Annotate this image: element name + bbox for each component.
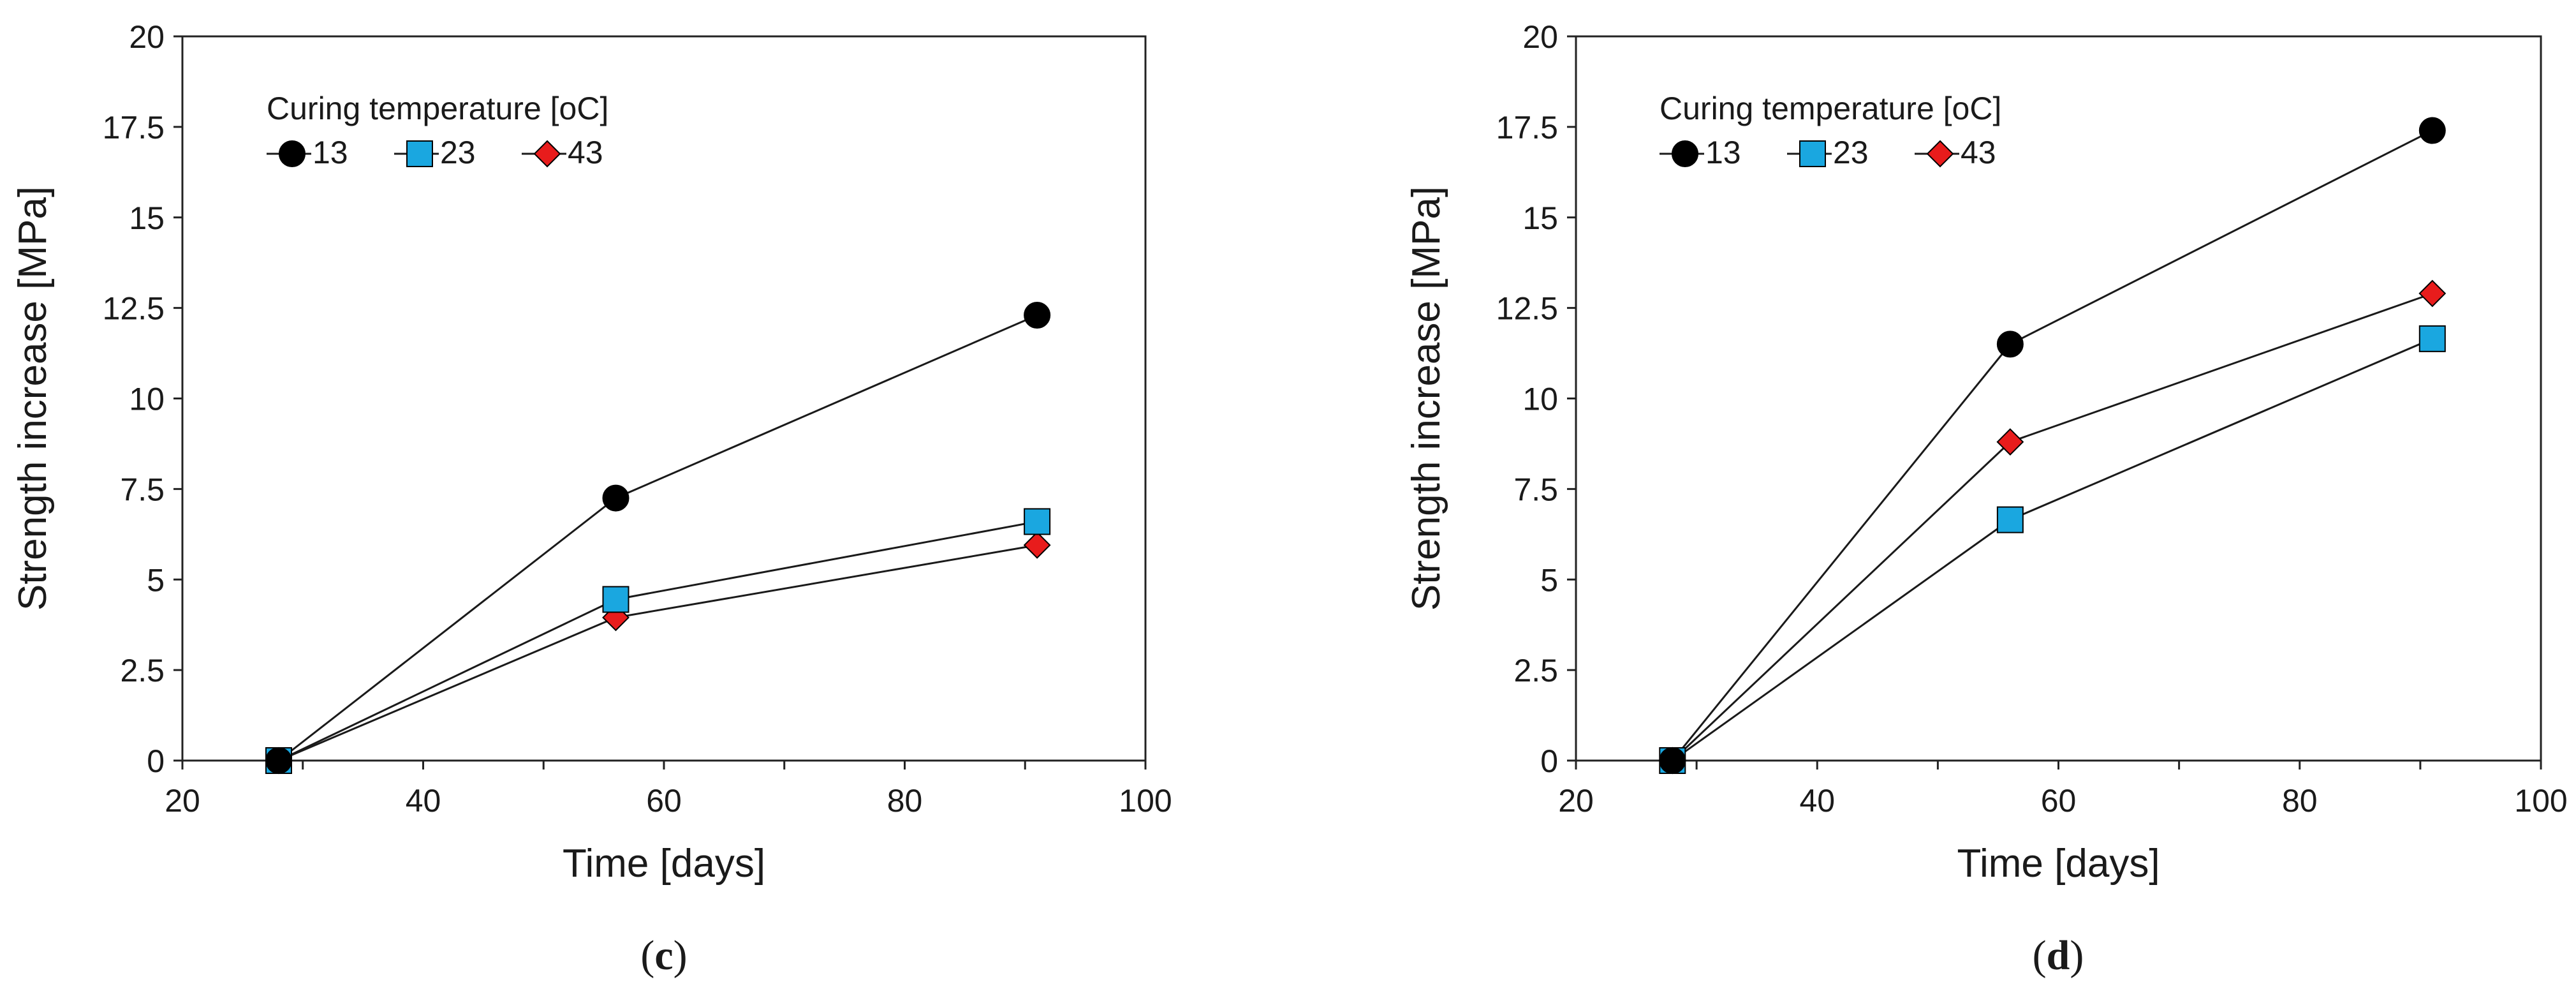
y-tick-label: 10 xyxy=(1522,382,1558,417)
y-tick-label: 7.5 xyxy=(1513,472,1558,507)
chart-panel-d: 0 2.5 5 7.5 10 12.5 15 17.5 20 20 40 60 80 100 Time [d… xyxy=(1404,19,2568,979)
panel-caption: (c) xyxy=(640,932,687,979)
legend-entry-23: 23 xyxy=(440,135,476,170)
caption-open: ( xyxy=(2033,932,2047,979)
legend-entry-43: 43 xyxy=(1961,135,1996,170)
x-axis-title: Time [days] xyxy=(563,842,765,886)
legend-marker-23 xyxy=(406,140,433,167)
legend-entry-43: 43 xyxy=(568,135,603,170)
caption-close: ) xyxy=(673,932,688,979)
data-point-13 xyxy=(2418,117,2446,144)
caption-letter: d xyxy=(2047,932,2070,979)
series-line-13 xyxy=(1672,130,2433,761)
legend: Curing temperature [oC] 13 23 43 xyxy=(1660,91,2001,170)
data-point-23 xyxy=(602,586,629,613)
y-axis-title: Strength increase [MPa] xyxy=(1404,186,1448,611)
x-tick-label: 60 xyxy=(2041,783,2077,819)
data-point-13 xyxy=(265,747,292,774)
data-point-43 xyxy=(1023,531,1051,559)
data-point-43 xyxy=(1996,428,2024,456)
y-tick-label: 15 xyxy=(1522,200,1558,236)
data-point-13 xyxy=(1024,301,1051,329)
y-tick-label: 12.5 xyxy=(103,291,165,327)
legend-marker-13 xyxy=(279,140,305,167)
y-tick-label: 5 xyxy=(1540,562,1558,598)
series-line-23 xyxy=(1672,338,2433,762)
y-tick-label: 2.5 xyxy=(1513,653,1558,688)
x-tick-label: 80 xyxy=(887,783,923,819)
x-tick-label: 60 xyxy=(646,783,682,819)
y-tick-label: 5 xyxy=(147,562,165,598)
series-line-23 xyxy=(278,520,1038,762)
data-point-13 xyxy=(1659,747,1686,774)
data-point-43 xyxy=(2418,279,2447,308)
caption-open: ( xyxy=(640,932,654,979)
data-point-13 xyxy=(1996,331,2024,358)
legend-marker-43 xyxy=(1926,140,1954,168)
caption-letter: c xyxy=(654,932,673,979)
legend: Curing temperature [oC] 13 23 43 xyxy=(267,91,608,170)
y-tick-label: 17.5 xyxy=(1496,110,1558,145)
legend-entry-23: 23 xyxy=(1833,135,1869,170)
y-tick-label: 0 xyxy=(1540,743,1558,779)
data-point-23 xyxy=(1024,508,1051,535)
legend-entry-13: 13 xyxy=(313,135,348,170)
y-tick-label: 10 xyxy=(129,382,165,417)
y-tick-label: 20 xyxy=(1522,19,1558,55)
y-tick-label: 15 xyxy=(129,200,165,236)
y-tick-label: 17.5 xyxy=(103,110,165,145)
x-tick-label: 100 xyxy=(2514,783,2567,819)
caption-close: ) xyxy=(2070,932,2084,979)
legend-marker-23 xyxy=(1799,140,1826,167)
data-point-23 xyxy=(1996,506,2024,533)
y-tick-label: 7.5 xyxy=(120,472,165,507)
legend-title: Curing temperature [oC] xyxy=(267,91,608,126)
x-tick-label: 40 xyxy=(1799,783,1835,819)
x-tick-label: 20 xyxy=(1558,783,1594,819)
y-tick-label: 0 xyxy=(147,743,165,779)
x-axis-title: Time [days] xyxy=(1957,842,2160,886)
legend-marker-43 xyxy=(533,140,561,168)
x-tick-label: 100 xyxy=(1119,783,1172,819)
y-axis-title: Strength increase [MPa] xyxy=(11,186,55,611)
legend-marker-13 xyxy=(1672,140,1698,167)
y-tick-label: 2.5 xyxy=(120,653,165,688)
chart-panel-c: 0 2.5 5 7.5 10 12.5 15 17.5 20 20 40 60 80 100 Time [d… xyxy=(11,19,1172,979)
data-point-13 xyxy=(602,484,629,512)
series-line-13 xyxy=(278,314,1038,762)
panel-caption: (d) xyxy=(2033,932,2084,979)
series-line-43 xyxy=(278,544,1038,762)
x-tick-label: 80 xyxy=(2282,783,2318,819)
series-line-43 xyxy=(1672,292,2433,762)
legend-entry-13: 13 xyxy=(1705,135,1741,170)
x-tick-label: 40 xyxy=(406,783,441,819)
y-tick-label: 20 xyxy=(129,19,165,55)
data-point-23 xyxy=(2418,325,2446,352)
x-tick-label: 20 xyxy=(165,783,200,819)
legend-title: Curing temperature [oC] xyxy=(1660,91,2001,126)
y-tick-label: 12.5 xyxy=(1496,291,1558,327)
